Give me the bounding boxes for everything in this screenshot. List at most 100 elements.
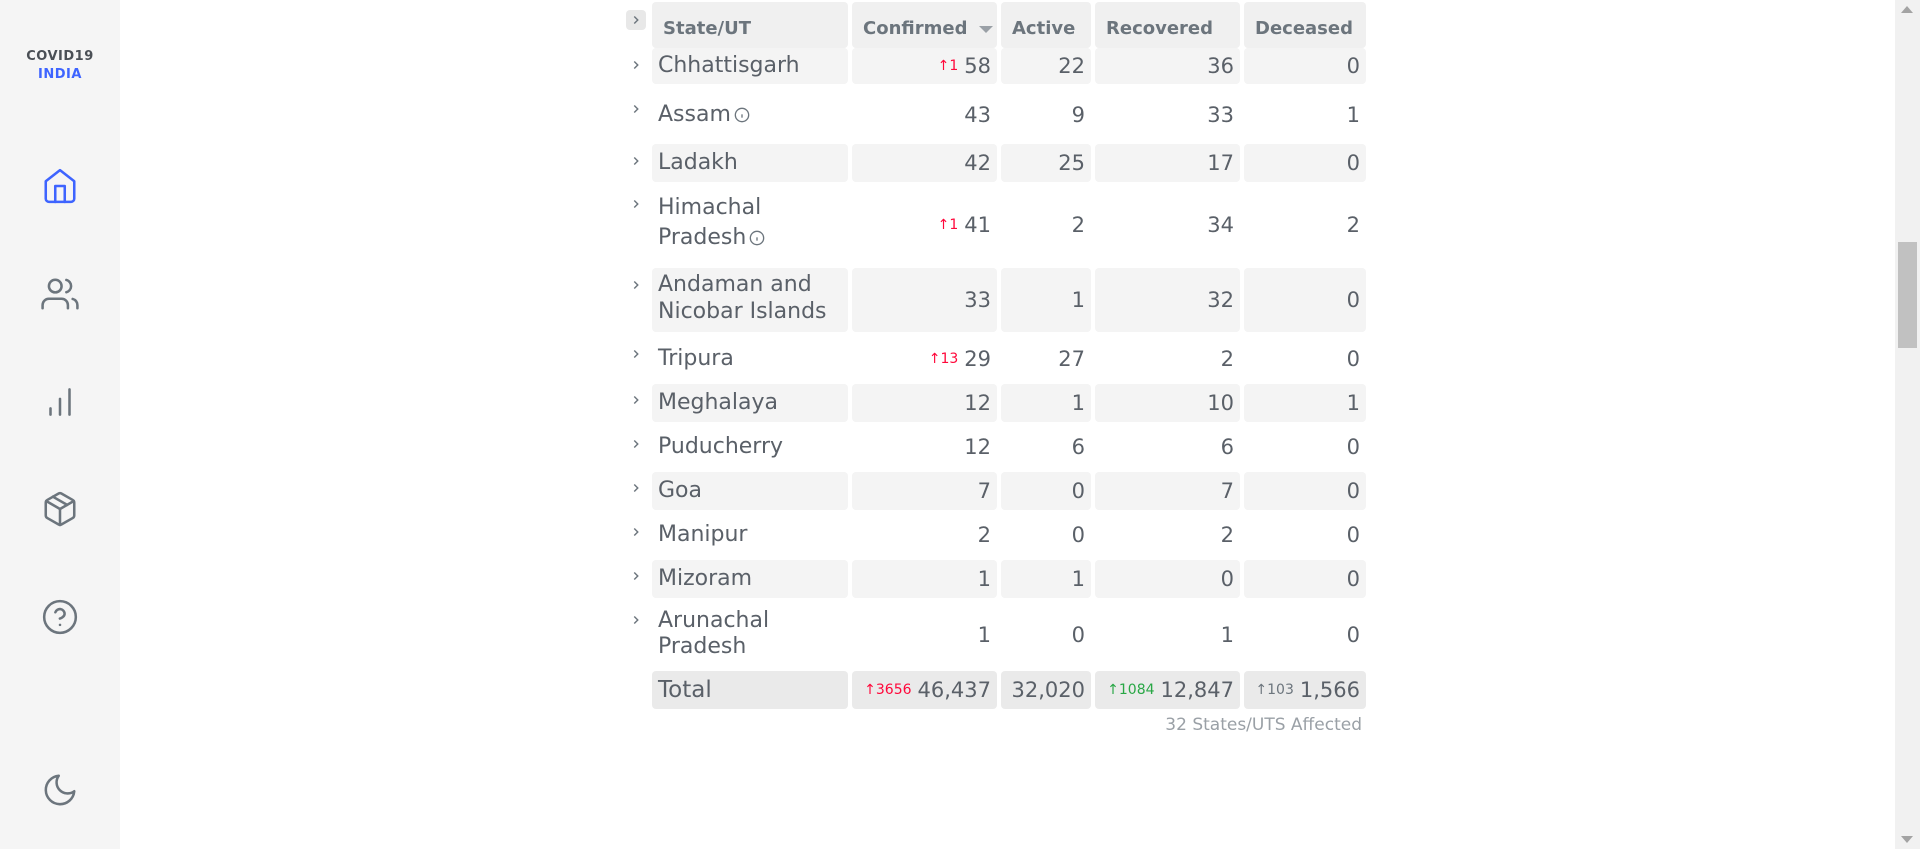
confirmed-value: 1 [977,623,991,647]
logo-line-1: COVID19 [26,49,94,64]
logo[interactable]: COVID19 INDIA [0,48,120,84]
table-row[interactable]: Andaman and Nicobar Islands 33 1 32 0 [626,268,1366,332]
chevron-right-icon[interactable] [626,610,646,630]
chevron-right-icon[interactable] [626,390,646,410]
deceased-cell: 0 [1244,516,1366,554]
expand-all-toggle[interactable] [626,10,646,30]
deceased-value: 2 [1346,213,1360,237]
home-icon[interactable] [40,166,80,206]
chevron-right-icon[interactable] [626,151,646,171]
chevron-right-icon[interactable] [626,344,646,364]
confirmed-value: 33 [964,288,991,312]
deceased-cell: 0 [1244,472,1366,510]
total-confirmed-cell: ↑3656 46,437 [852,671,997,709]
recovered-value: 2 [1220,347,1234,371]
deceased-cell: 0 [1244,144,1366,182]
package-icon[interactable] [40,489,80,529]
state-name: Andaman and Nicobar Islands [652,268,848,332]
deceased-cell: 0 [1244,428,1366,466]
chevron-right-icon[interactable] [626,434,646,454]
users-icon[interactable] [40,274,80,314]
chevron-right-icon[interactable] [626,522,646,542]
sidebar: COVID19 INDIA [0,0,120,849]
active-cell: 0 [1001,604,1091,666]
state-name: Meghalaya [652,384,848,422]
sort-desc-icon [979,26,994,33]
total-deceased-value: 1,566 [1299,678,1360,702]
bar-chart-icon[interactable] [40,382,80,422]
recovered-cell: 36 [1095,48,1240,84]
confirmed-delta-value: 1 [949,58,959,74]
table-row[interactable]: Chhattisgarh ↑1 58 22 36 0 [626,48,1366,84]
table-row[interactable]: Ladakh 42 25 17 0 [626,144,1366,182]
header-confirmed[interactable]: Confirmed [852,2,997,48]
confirmed-cell: 33 [852,268,997,332]
active-value: 0 [1071,623,1085,647]
header-active-label: Active [1012,18,1076,39]
deceased-cell: 2 [1244,190,1366,260]
table-row[interactable]: Manipur 2 0 2 0 [626,516,1366,554]
recovered-cell: 2 [1095,340,1240,378]
total-deceased-cell: ↑103 1,566 [1244,671,1366,709]
active-cell: 27 [1001,340,1091,378]
chevron-right-icon[interactable] [626,566,646,586]
state-name: Goa [652,472,848,510]
active-value: 9 [1071,103,1085,127]
confirmed-delta-value: 13 [940,351,959,367]
table-row[interactable]: Tripura ↑13 29 27 2 0 [626,340,1366,378]
confirmed-cell: 1 [852,604,997,666]
header-active[interactable]: Active [1001,2,1091,48]
scroll-thumb[interactable] [1898,242,1917,348]
confirmed-cell: 43 [852,95,997,135]
table-row[interactable]: Puducherry 12 6 6 0 [626,428,1366,466]
header-deceased[interactable]: Deceased [1244,2,1366,48]
total-label-text: Total [658,677,712,703]
total-deceased-delta-value: 103 [1267,682,1294,698]
chevron-right-icon[interactable] [626,194,646,214]
header-deceased-label: Deceased [1255,18,1353,39]
help-icon[interactable] [40,597,80,637]
chevron-right-icon[interactable] [626,55,646,75]
table-row[interactable]: Assam 43 9 33 1 [626,95,1366,135]
active-value: 1 [1071,391,1085,415]
vertical-scrollbar[interactable] [1895,0,1920,849]
header-recovered-label: Recovered [1106,18,1214,39]
state-name: Ladakh [652,144,848,182]
active-cell: 6 [1001,428,1091,466]
info-icon[interactable] [734,107,750,123]
active-cell: 22 [1001,48,1091,84]
chevron-right-icon[interactable] [626,478,646,498]
confirmed-delta: ↑1 [937,217,959,233]
recovered-cell: 34 [1095,190,1240,260]
header-recovered[interactable]: Recovered [1095,2,1240,48]
recovered-cell: 2 [1095,516,1240,554]
header-state[interactable]: State/UT [652,2,848,48]
recovered-value: 2 [1220,523,1234,547]
state-name: Chhattisgarh [652,48,848,84]
state-name: Himachal Pradesh [652,190,848,260]
state-name-text: Chhattisgarh [658,53,800,78]
state-name-text: Meghalaya [658,390,779,415]
active-value: 6 [1071,435,1085,459]
scroll-down-arrow[interactable] [1901,836,1913,843]
chevron-right-icon[interactable] [626,275,646,295]
chevron-right-icon[interactable] [626,99,646,119]
deceased-value: 1 [1346,103,1360,127]
table-row[interactable]: Himachal Pradesh ↑1 41 2 34 2 [626,190,1366,260]
table-row[interactable]: Meghalaya 12 1 10 1 [626,384,1366,422]
table-row[interactable]: Mizoram 1 1 0 0 [626,560,1366,598]
active-value: 27 [1058,347,1085,371]
table-row[interactable]: Arunachal Pradesh 1 0 1 0 [626,604,1366,666]
state-name-text: Mizoram [658,566,753,591]
moon-icon[interactable] [40,770,80,810]
deceased-cell: 0 [1244,48,1366,84]
confirmed-value: 43 [964,103,991,127]
deceased-cell: 0 [1244,604,1366,666]
total-confirmed-delta: ↑3656 [864,682,912,698]
table-row[interactable]: Goa 7 0 7 0 [626,472,1366,510]
info-icon[interactable] [749,230,765,246]
scroll-up-arrow[interactable] [1901,6,1913,13]
active-value: 2 [1071,213,1085,237]
deceased-value: 1 [1346,391,1360,415]
active-cell: 9 [1001,95,1091,135]
